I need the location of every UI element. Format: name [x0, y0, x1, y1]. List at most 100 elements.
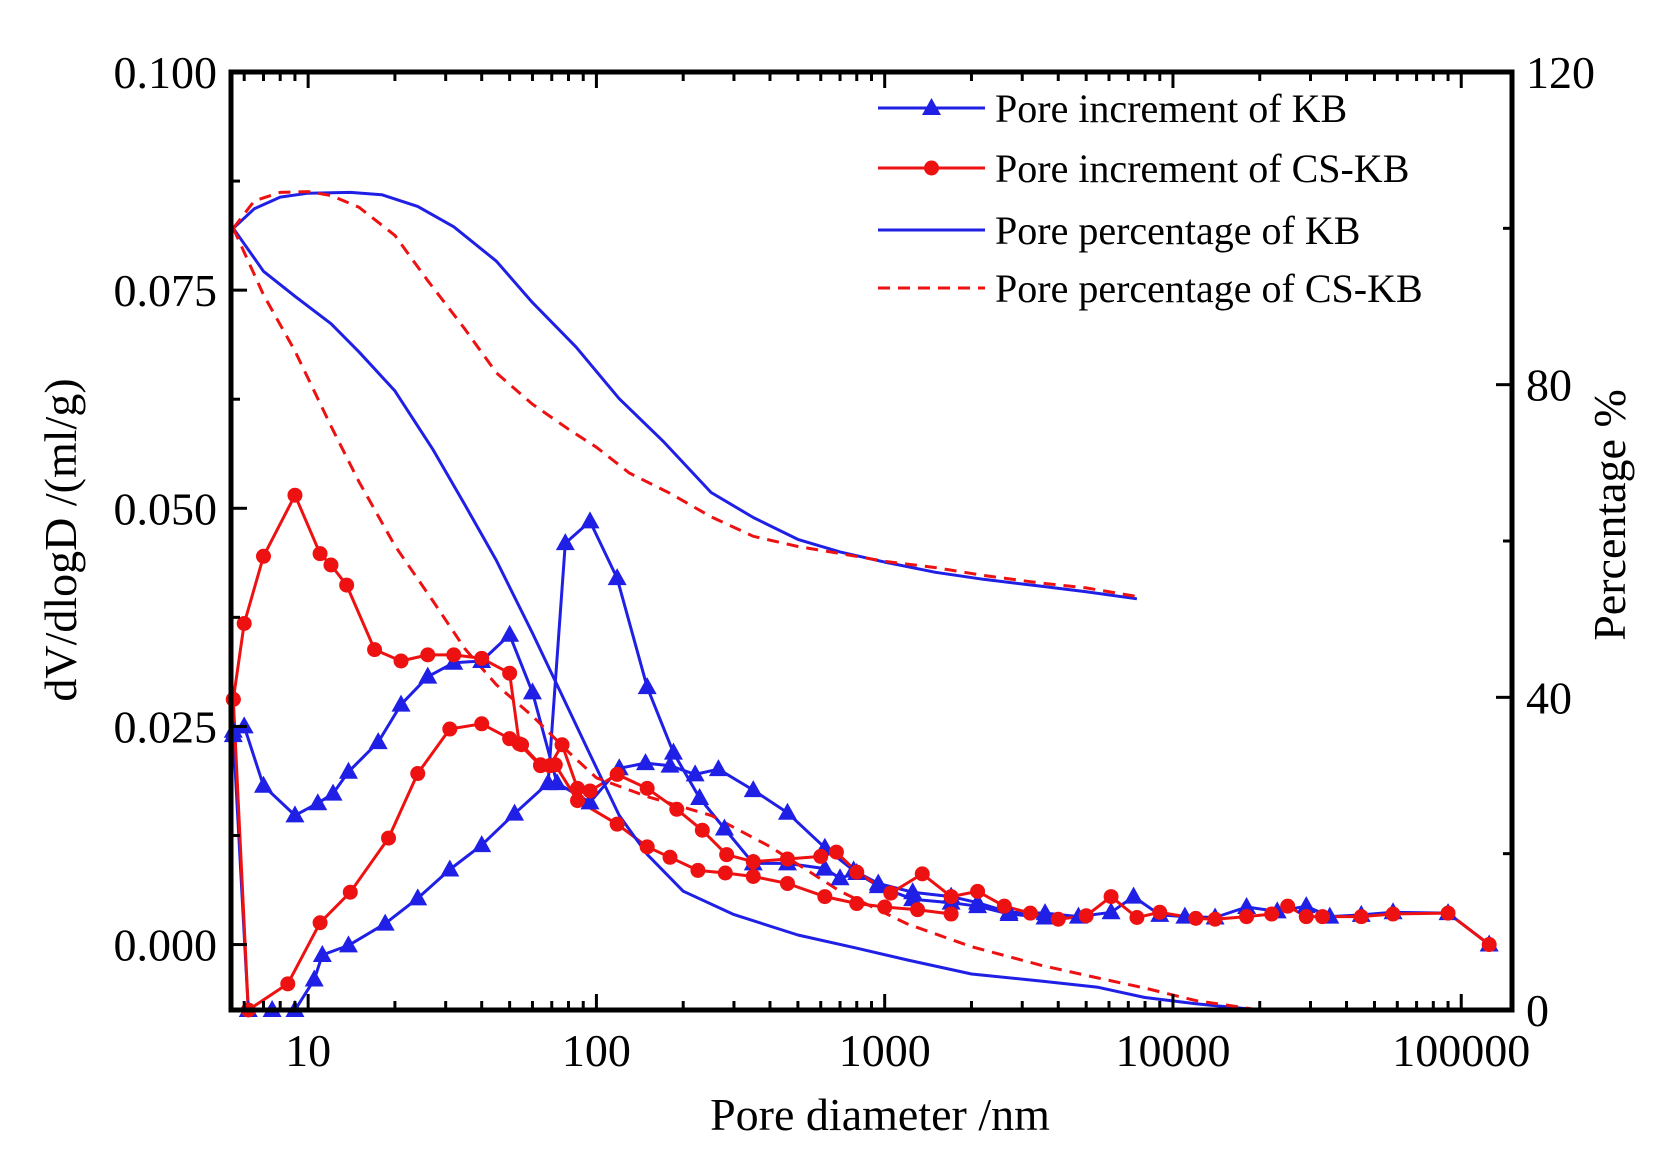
data-point-kb [777, 802, 797, 820]
data-point-cs-kb [1298, 909, 1314, 925]
data-point-kb [522, 682, 542, 700]
data-point-cs-kb [280, 976, 296, 992]
data-point-kb [253, 775, 273, 793]
data-point-kb [472, 835, 492, 853]
data-point-kb [815, 858, 835, 876]
ticks-layer: 10 100 1000 10000 100000 0.000 0.025 0.050 0.075… [114, 47, 1596, 1076]
data-point-cs-kb [339, 577, 355, 593]
x-axis-label: Pore diameter /nm [710, 1089, 1050, 1140]
data-point-cs-kb [1078, 908, 1094, 924]
data-point-kb [1035, 907, 1055, 925]
series-line-pore-percentage-of-cs-kb [232, 190, 1138, 598]
x-tick-label: 10 [285, 1025, 331, 1076]
data-point-cs-kb [943, 906, 959, 922]
data-point-kb [714, 818, 734, 836]
legend-label: Pore percentage of CS-KB [995, 266, 1423, 311]
data-point-cs-kb [1481, 937, 1497, 953]
data-point-kb [580, 792, 600, 810]
legend-marker-triangle [922, 98, 941, 115]
data-point-kb [635, 753, 655, 771]
y-tick-label: 0.050 [114, 483, 218, 534]
data-point-kb [685, 764, 705, 782]
legend-label: Pore increment of KB [995, 86, 1347, 131]
data-point-kb [285, 805, 305, 823]
data-point-cs-kb [342, 884, 358, 900]
data-point-cs-kb [1353, 909, 1369, 925]
data-point-cs-kb [381, 830, 397, 846]
y2-tick-label: 120 [1526, 47, 1595, 98]
data-point-kb [637, 677, 657, 695]
data-point-cs-kb [877, 899, 893, 915]
data-point-cs-kb [779, 851, 795, 867]
data-point-kb [830, 868, 850, 886]
data-point-cs-kb [474, 716, 490, 732]
x-tick-label: 100000 [1392, 1025, 1530, 1076]
data-point-cs-kb [547, 757, 563, 773]
data-point-kb [555, 533, 575, 551]
data-point-cs-kb [717, 865, 733, 881]
data-point-kb [505, 803, 525, 821]
data-point-cs-kb [570, 780, 586, 796]
data-point-cs-kb [690, 862, 706, 878]
data-point-kb [1296, 896, 1316, 914]
data-point-cs-kb [669, 801, 685, 817]
data-point-cs-kb [442, 721, 458, 737]
y2-tick-label: 40 [1526, 672, 1572, 723]
data-point-kb [368, 732, 388, 750]
y-tick-label: 0.100 [114, 47, 218, 98]
data-point-cs-kb [609, 766, 625, 782]
data-point-cs-kb [410, 766, 426, 782]
data-point-kb [1101, 902, 1121, 920]
markers-layer [223, 487, 1499, 1018]
legend-item-pore-increment-of-cs-kb: Pore increment of CS-KB [878, 146, 1409, 191]
y-tick-label: 0.075 [114, 265, 218, 316]
data-point-cs-kb [1314, 909, 1330, 925]
series-line-pore-percentage-of-cs-kb-cycle-2 [231, 227, 1269, 1010]
data-point-kb [304, 969, 324, 987]
data-point-kb [708, 759, 728, 777]
data-point-cs-kb [1022, 905, 1038, 921]
data-point-kb [391, 694, 411, 712]
data-point-kb [408, 888, 428, 906]
data-point-cs-kb [609, 816, 625, 832]
data-point-cs-kb [367, 642, 383, 658]
data-point-cs-kb [582, 783, 598, 799]
data-point-cs-kb [554, 737, 570, 753]
data-point-kb [903, 889, 923, 907]
data-point-kb [338, 935, 358, 953]
data-point-cs-kb [662, 849, 678, 865]
data-point-kb [338, 761, 358, 779]
data-point-cs-kb [1207, 911, 1223, 927]
data-point-kb [500, 624, 520, 642]
y2-axis-label: Percentage % [1584, 389, 1635, 641]
data-point-cs-kb [883, 885, 899, 901]
data-point-cs-kb [1280, 898, 1296, 914]
data-point-cs-kb [420, 647, 436, 663]
data-point-cs-kb [828, 844, 844, 860]
data-point-kb [312, 945, 332, 963]
data-point-cs-kb [849, 864, 865, 880]
data-point-kb [1237, 897, 1257, 915]
x-tick-label: 100 [562, 1025, 631, 1076]
x-tick-label: 1000 [839, 1025, 931, 1076]
data-point-kb [323, 783, 343, 801]
data-point-cs-kb [970, 883, 986, 899]
data-point-cs-kb [570, 793, 586, 809]
data-point-cs-kb [533, 757, 549, 773]
legend-item-pore-increment-of-kb: Pore increment of KB [878, 86, 1347, 131]
data-point-kb [1124, 886, 1144, 904]
data-point-cs-kb [1385, 906, 1401, 922]
data-point-cs-kb [236, 615, 252, 631]
data-point-cs-kb [446, 647, 462, 663]
data-point-kb [308, 793, 328, 811]
data-point-kb [690, 787, 710, 805]
data-point-cs-kb [996, 898, 1012, 914]
data-point-cs-kb [1239, 909, 1255, 925]
data-point-cs-kb [813, 848, 829, 864]
legend-item-pore-percentage-of-cs-kb: Pore percentage of CS-KB [878, 266, 1423, 311]
data-point-kb [440, 859, 460, 877]
data-point-kb [538, 773, 558, 791]
legend-label: Pore increment of CS-KB [995, 146, 1409, 191]
data-point-cs-kb [514, 737, 530, 753]
